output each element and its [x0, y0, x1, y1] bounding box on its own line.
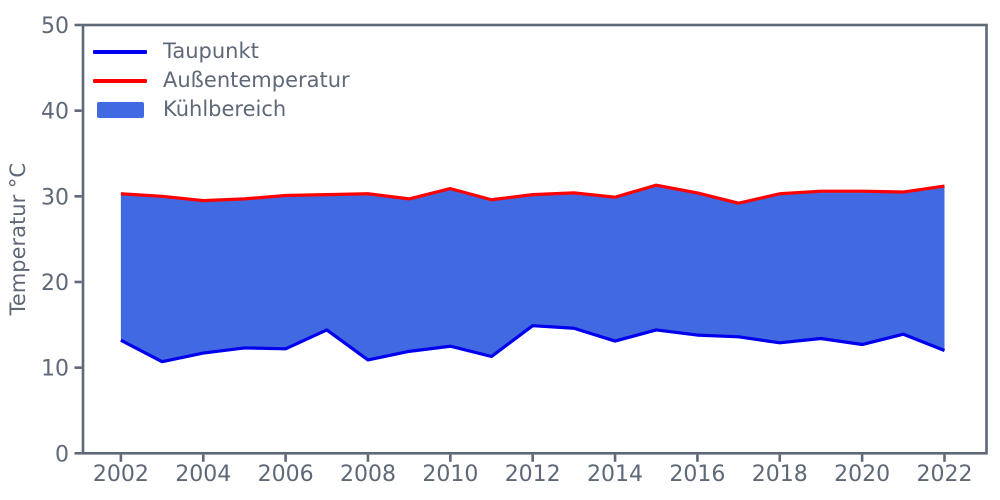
legend: Taupunkt Außentemperatur Kühlbereich — [93, 37, 350, 124]
legend-item-kuehlbereich: Kühlbereich — [93, 95, 350, 124]
taupunkt-line — [120, 324, 946, 364]
aussentemperatur-swatch-cell — [93, 78, 147, 83]
kuehlbereich-swatch-cell — [93, 101, 147, 118]
y-tick-label: 10 — [41, 357, 69, 382]
x-tick-label: 2002 — [93, 462, 149, 487]
y-tick-label: 20 — [41, 271, 69, 296]
x-tick-label: 2014 — [587, 462, 643, 487]
aussentemperatur-line-swatch — [93, 78, 147, 83]
legend-item-aussentemperatur: Außentemperatur — [93, 66, 350, 95]
x-tick-label: 2006 — [258, 462, 314, 487]
y-tick-label: 0 — [55, 442, 69, 467]
axes-spines — [81, 23, 988, 455]
x-tick-label: 2010 — [422, 462, 478, 487]
aussentemperatur-line — [120, 183, 945, 205]
kuehlbereich-area — [120, 185, 945, 362]
x-tick-label: 2008 — [340, 462, 396, 487]
y-axis-label: Temperatur °C — [6, 163, 30, 316]
kuehlbereich-patch-swatch — [96, 101, 144, 118]
x-tick-label: 2022 — [916, 462, 972, 487]
legend-item-taupunkt: Taupunkt — [93, 37, 350, 66]
x-tick-label: 2020 — [834, 462, 890, 487]
legend-label-taupunkt: Taupunkt — [163, 39, 259, 63]
taupunkt-line-swatch — [93, 49, 147, 54]
y-tick-label: 30 — [41, 185, 69, 210]
taupunkt-swatch-cell — [93, 49, 147, 54]
y-tick-label: 40 — [41, 100, 69, 125]
legend-label-aussentemperatur: Außentemperatur — [163, 68, 350, 92]
x-tick-label: 2012 — [505, 462, 561, 487]
x-tick-label: 2018 — [752, 462, 808, 487]
y-tick-label: 50 — [41, 14, 69, 39]
x-tick-label: 2016 — [669, 462, 725, 487]
legend-label-kuehlbereich: Kühlbereich — [163, 97, 287, 121]
x-tick-label: 2004 — [175, 462, 231, 487]
